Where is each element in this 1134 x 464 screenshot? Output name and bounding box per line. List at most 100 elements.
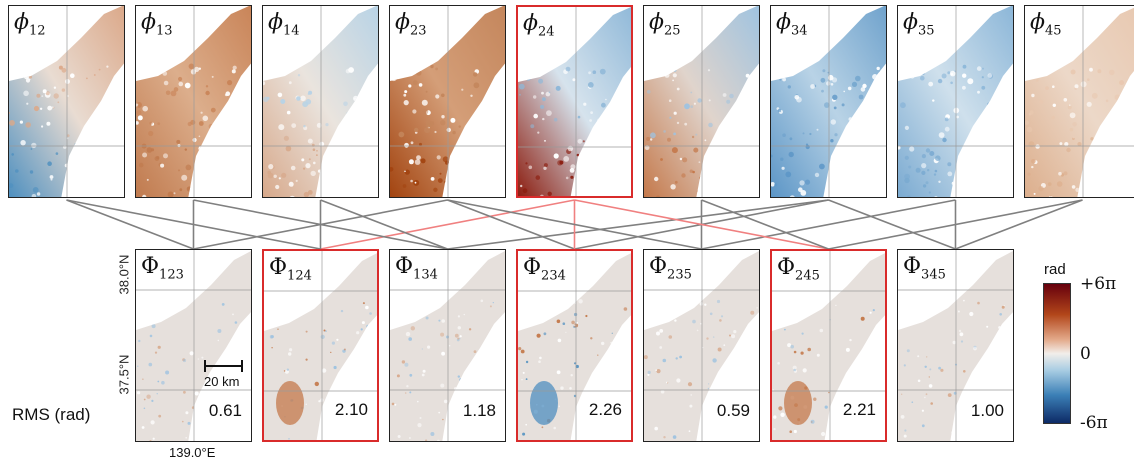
panel-label: ϕ12 xyxy=(14,10,46,38)
panel-label-subscript: 134 xyxy=(413,267,438,283)
panel-label-subscript: 245 xyxy=(795,268,820,284)
rms-value: 1.18 xyxy=(462,401,496,420)
connector-25-245 xyxy=(701,199,829,250)
colorbar-min: -6π xyxy=(1080,413,1108,433)
phase-map-45 xyxy=(1025,6,1134,197)
land-area xyxy=(644,251,759,441)
phase-map-25 xyxy=(644,6,759,197)
closure-panel-235: Φ235 0.59 xyxy=(643,249,760,442)
scalebar-icon xyxy=(204,360,243,372)
panel-label-subscript: 24 xyxy=(538,24,555,40)
panel-label-symbol: ϕ xyxy=(903,10,918,35)
phase-map-24 xyxy=(518,7,631,196)
panel-label-subscript: 12 xyxy=(29,23,46,39)
lat-label-bottom: 37.5°N xyxy=(116,354,132,395)
panel-label-subscript: 235 xyxy=(667,267,692,283)
panel-label-symbol: ϕ xyxy=(268,10,283,35)
panel-label-symbol: ϕ xyxy=(141,10,156,35)
closure-map-245 xyxy=(772,251,885,440)
phase-map-13 xyxy=(136,6,251,197)
closure-panel-123: Φ123 0.61 xyxy=(135,249,252,442)
panel-label: ϕ35 xyxy=(903,10,935,38)
interferogram-panel-45: ϕ45 xyxy=(1024,5,1134,198)
phase-map-35 xyxy=(898,6,1013,197)
panel-label: Φ134 xyxy=(395,254,438,282)
panel-label: Φ245 xyxy=(777,255,820,283)
connector-35-235 xyxy=(701,199,956,250)
closure-map-124 xyxy=(264,251,377,440)
interferogram-panel-34: ϕ34 xyxy=(770,5,887,198)
connector-13-134 xyxy=(193,199,448,250)
phase-map-14 xyxy=(263,6,378,197)
rms-axis-label: RMS (rad) xyxy=(12,405,91,424)
panel-label-symbol: Φ xyxy=(903,254,922,279)
interferogram-panel-25: ϕ25 xyxy=(643,5,760,198)
panel-label-symbol: ϕ xyxy=(649,10,664,35)
interferogram-panel-13: ϕ13 xyxy=(135,5,252,198)
anomaly-patch xyxy=(530,381,558,425)
interferogram-panel-24: ϕ24 xyxy=(516,5,633,198)
panel-label-subscript: 25 xyxy=(664,23,681,39)
panel-label: Φ123 xyxy=(141,254,184,282)
phase-map-23 xyxy=(390,6,505,197)
closure-panel-245: Φ245 2.21 xyxy=(770,249,887,442)
closure-panel-345: Φ345 1.00 xyxy=(897,249,1014,442)
panel-label-symbol: ϕ xyxy=(14,10,29,35)
panel-label-symbol: Φ xyxy=(523,255,542,280)
panel-label-subscript: 13 xyxy=(156,23,173,39)
closure-map-134 xyxy=(390,250,505,441)
panel-label: ϕ34 xyxy=(776,10,808,38)
colorbar-gradient xyxy=(1043,283,1071,424)
land-area xyxy=(390,6,505,197)
colorbar-mid: 0 xyxy=(1080,344,1091,364)
colorbar-unit: rad xyxy=(1044,261,1066,278)
panel-label-subscript: 23 xyxy=(410,23,427,39)
panel-label-symbol: Φ xyxy=(141,254,160,279)
lat-label-top: 38.0°N xyxy=(116,254,132,295)
rms-value: 2.21 xyxy=(842,400,876,419)
closure-map-345 xyxy=(898,250,1013,441)
panel-label-subscript: 34 xyxy=(791,23,808,39)
panel-label: ϕ25 xyxy=(649,10,681,38)
panel-label: Φ345 xyxy=(903,254,946,282)
land-area xyxy=(771,6,886,197)
rms-value: 1.00 xyxy=(970,401,1004,420)
panel-label: Φ235 xyxy=(649,254,692,282)
scalebar: 20 km xyxy=(202,357,247,389)
panel-label: ϕ23 xyxy=(395,10,427,38)
panel-label-subscript: 35 xyxy=(918,23,935,39)
connector-24-245 xyxy=(574,199,829,250)
closure-panel-134: Φ134 1.18 xyxy=(389,249,506,442)
panel-label: ϕ13 xyxy=(141,10,173,38)
connector-12-123 xyxy=(66,199,194,250)
land-area xyxy=(263,6,378,197)
anomaly-patch xyxy=(784,381,812,425)
connector-34-345 xyxy=(828,199,956,250)
scalebar-label: 20 km xyxy=(204,374,240,389)
land-area xyxy=(136,6,251,197)
closure-map-123 xyxy=(136,250,251,441)
phase-map-12 xyxy=(9,6,124,197)
panel-label: ϕ24 xyxy=(523,11,555,39)
rms-value: 2.10 xyxy=(334,400,368,419)
rms-value: 2.26 xyxy=(588,400,622,419)
panel-label: Φ234 xyxy=(523,255,566,283)
panel-label-subscript: 14 xyxy=(283,23,300,39)
rms-value: 0.61 xyxy=(208,401,242,420)
closure-panel-234: Φ234 2.26 xyxy=(516,249,633,442)
rms-value: 0.59 xyxy=(716,401,750,420)
panel-label-symbol: ϕ xyxy=(776,10,791,35)
panel-label-symbol: Φ xyxy=(777,255,796,280)
panel-label-subscript: 124 xyxy=(287,268,312,284)
panel-label-symbol: Φ xyxy=(649,254,668,279)
closure-map-234 xyxy=(518,251,631,440)
interferogram-panel-35: ϕ35 xyxy=(897,5,1014,198)
interferogram-panel-14: ϕ14 xyxy=(262,5,379,198)
panel-label-symbol: ϕ xyxy=(523,11,538,36)
anomaly-patch xyxy=(276,381,304,425)
land-area xyxy=(136,251,251,441)
panel-label: ϕ14 xyxy=(268,10,300,38)
connector-14-134 xyxy=(320,199,448,250)
land-area xyxy=(1025,7,1134,197)
